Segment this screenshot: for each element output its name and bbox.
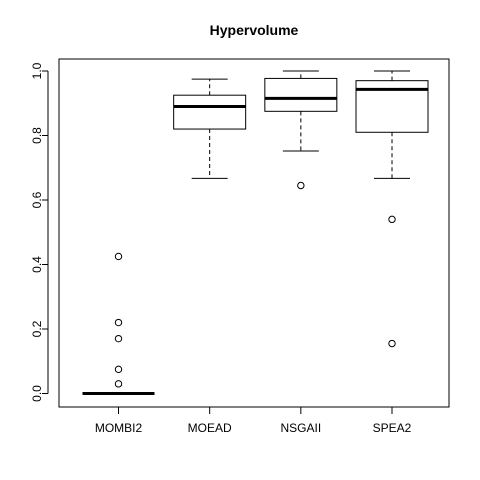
box-group (82, 252, 155, 395)
chart-title: Hypervolume (210, 22, 299, 38)
boxes-layer (82, 70, 429, 395)
x-tick-label: NSGAII (280, 421, 321, 435)
iqr-box (173, 94, 247, 130)
plot-frame (58, 58, 450, 408)
outlier-point (114, 380, 123, 388)
y-tick-label: 1.0 (30, 62, 44, 79)
y-tick-label: 0.4 (30, 256, 44, 273)
x-axis: MOMBI2 MOEAD NSGAII SPEA2 (95, 406, 412, 435)
x-tick-label: MOEAD (188, 421, 232, 435)
y-tick-label: 0.0 (30, 385, 44, 402)
outlier-point (114, 334, 123, 343)
outlier-point (297, 181, 305, 190)
iqr-box (264, 77, 338, 112)
outlier-point (388, 215, 396, 224)
outlier-point (114, 365, 123, 374)
y-tick-label: 0.6 (30, 191, 44, 208)
x-tick-label: SPEA2 (373, 421, 412, 435)
y-tick-label: 0.2 (30, 320, 44, 337)
outlier-point (114, 318, 123, 327)
iqr-box (355, 80, 429, 133)
outlier-point (388, 339, 396, 348)
y-tick-label: 0.8 (30, 127, 44, 144)
x-tick-label: MOMBI2 (95, 421, 143, 435)
outlier-point (114, 252, 123, 261)
box-group (173, 78, 247, 179)
box-group (264, 70, 338, 190)
y-axis: 0.0 0.2 0.4 0.6 0.8 1.0 (30, 62, 49, 402)
box-group (355, 70, 429, 348)
